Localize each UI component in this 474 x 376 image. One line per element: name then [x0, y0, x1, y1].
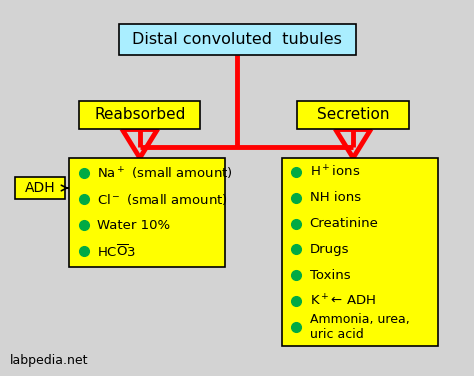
Text: Distal convoluted  tubules: Distal convoluted tubules	[132, 32, 342, 47]
Text: ADH: ADH	[25, 181, 55, 195]
Text: Secretion: Secretion	[317, 107, 389, 122]
Text: K$^+\!\leftarrow\!$ ADH: K$^+\!\leftarrow\!$ ADH	[310, 293, 376, 308]
Text: Creatinine: Creatinine	[310, 217, 378, 230]
FancyBboxPatch shape	[16, 177, 65, 199]
FancyBboxPatch shape	[118, 23, 356, 55]
Text: labpedia.net: labpedia.net	[9, 353, 88, 367]
Text: Reabsorbed: Reabsorbed	[94, 107, 185, 122]
Text: NH ions: NH ions	[310, 191, 361, 204]
Text: Na$^+$ (small amount): Na$^+$ (small amount)	[97, 165, 233, 182]
FancyBboxPatch shape	[69, 158, 225, 267]
Text: Toxins: Toxins	[310, 268, 350, 282]
Text: Water 10%: Water 10%	[97, 219, 170, 232]
FancyBboxPatch shape	[79, 101, 200, 129]
Text: H$^+$ions: H$^+$ions	[310, 164, 360, 180]
Text: Ammonia, urea,
uric acid: Ammonia, urea, uric acid	[310, 312, 409, 341]
Text: Cl$^-$ (small amount): Cl$^-$ (small amount)	[97, 192, 228, 207]
Text: Drugs: Drugs	[310, 243, 349, 256]
Text: HC$\overline{\rm O}$3: HC$\overline{\rm O}$3	[97, 243, 136, 259]
FancyBboxPatch shape	[298, 101, 409, 129]
FancyBboxPatch shape	[282, 158, 438, 346]
